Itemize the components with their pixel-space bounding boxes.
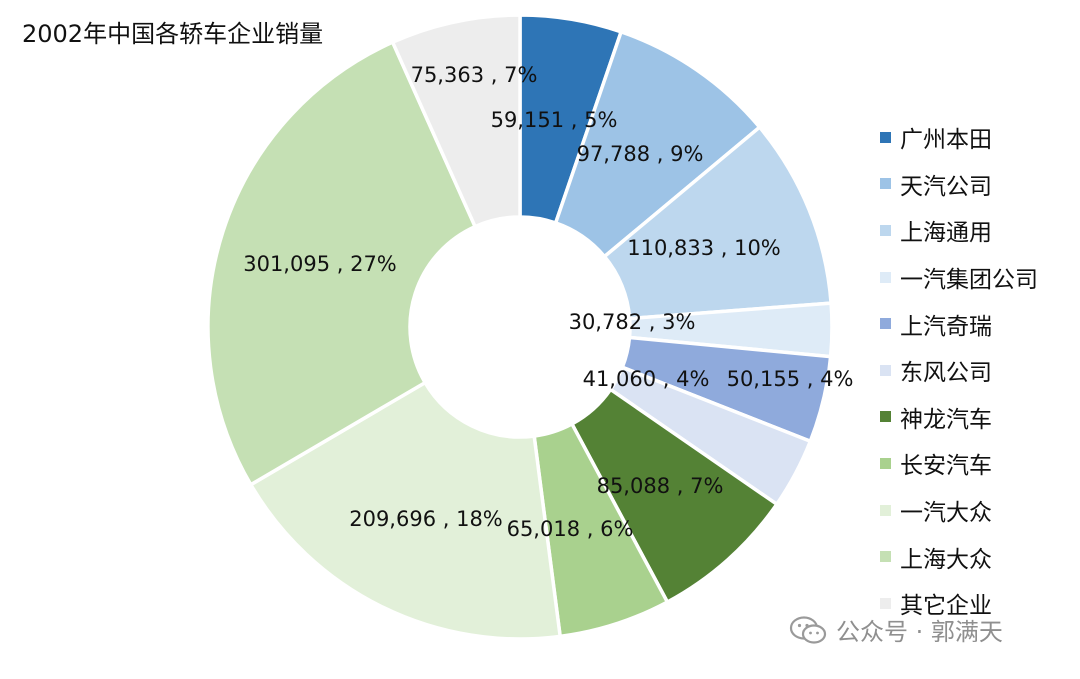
legend-label: 东风公司 xyxy=(900,360,992,387)
legend-item-11: 其它企业 xyxy=(880,580,1038,627)
slice-label-7: 85,088 , 7% xyxy=(597,474,724,498)
legend-label: 广州本田 xyxy=(900,127,992,154)
legend-label: 上汽奇瑞 xyxy=(900,313,992,340)
legend-swatch xyxy=(880,131,891,143)
legend-swatch xyxy=(880,364,891,376)
legend-swatch xyxy=(880,318,891,330)
wechat-icon xyxy=(789,615,827,644)
legend-item-10: 上海大众 xyxy=(880,533,1038,580)
legend-label: 其它企业 xyxy=(900,593,992,620)
slice-label-5: 50,155 , 4% xyxy=(727,367,854,391)
slice-11 xyxy=(390,13,522,229)
legend-label: 上海大众 xyxy=(900,546,992,573)
slice-labels-group: 59,151 , 5% 97,788 , 9% 110,833 , 10% 30,78… xyxy=(243,63,853,541)
slice-2 xyxy=(553,30,762,259)
slice-7 xyxy=(570,387,779,604)
slice-label-11: 75,363 , 7% xyxy=(411,63,538,87)
slice-9 xyxy=(249,380,562,641)
legend-swatch xyxy=(880,224,891,236)
legend-label: 长安汽车 xyxy=(900,453,992,480)
slice-label-4: 30,782 , 3% xyxy=(569,310,696,334)
legend-swatch xyxy=(880,271,891,283)
legend-item-5: 上汽奇瑞 xyxy=(880,300,1038,347)
slice-3 xyxy=(602,125,833,321)
slice-label-10: 301,095 , 27% xyxy=(243,252,397,276)
legend-label: 神龙汽车 xyxy=(900,406,992,433)
watermark-text: 公众号 · 郭满天 xyxy=(836,618,1003,646)
slice-label-8: 65,018 , 6% xyxy=(507,517,634,541)
chart-title: 2002年中国各轿车企业销量 xyxy=(22,20,324,48)
slice-label-1: 59,151 , 5% xyxy=(491,108,618,132)
legend-label: 一汽大众 xyxy=(900,500,992,527)
legend-label: 上海通用 xyxy=(900,220,992,247)
legend-item-4: 一汽集团公司 xyxy=(880,254,1038,301)
slice-label-6: 41,060 , 4% xyxy=(583,367,710,391)
slice-label-2: 97,788 , 9% xyxy=(577,142,704,166)
legend: 广州本田天汽公司上海通用一汽集团公司 上汽奇瑞东风公司神龙汽车长安汽车一汽大众上海… xyxy=(880,114,1038,627)
slices-group xyxy=(206,13,834,641)
legend-swatch xyxy=(880,597,891,609)
legend-item-3: 上海通用 xyxy=(880,207,1038,254)
legend-item-1: 广州本田 xyxy=(880,114,1038,161)
legend-item-9: 一汽大众 xyxy=(880,487,1038,534)
legend-swatch xyxy=(880,504,891,516)
legend-swatch xyxy=(880,551,891,563)
legend-label: 一汽集团公司 xyxy=(900,267,1038,294)
slice-label-3: 110,833 , 10% xyxy=(627,236,781,260)
legend-label: 天汽公司 xyxy=(900,173,992,200)
slice-label-9: 209,696 , 18% xyxy=(349,507,503,531)
legend-item-7: 神龙汽车 xyxy=(880,394,1038,441)
legend-swatch xyxy=(880,411,891,423)
slice-10 xyxy=(206,40,477,487)
legend-swatch xyxy=(880,178,891,190)
legend-item-6: 东风公司 xyxy=(880,347,1038,394)
legend-item-8: 长安汽车 xyxy=(880,440,1038,487)
legend-item-2: 天汽公司 xyxy=(880,161,1038,208)
watermark: 公众号 · 郭满天 xyxy=(788,612,1003,647)
legend-swatch xyxy=(880,457,891,469)
